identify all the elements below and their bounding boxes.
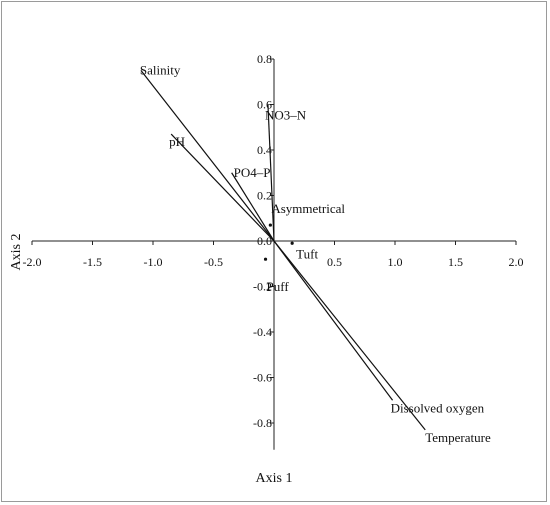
vector-label: pH — [169, 134, 185, 149]
vector-line — [273, 240, 394, 401]
vector-label: Dissolved oxygen — [391, 400, 485, 415]
score-point — [263, 257, 268, 261]
y-tick-label: -0.6 — [253, 371, 272, 385]
x-tick-label: -1.0 — [144, 255, 163, 269]
vector-line — [231, 172, 275, 242]
point-label: Tuft — [296, 246, 318, 261]
x-tick-label: 0.5 — [327, 255, 342, 269]
point-label: Asymmetrical — [271, 201, 345, 216]
y-tick-label: -0.8 — [253, 416, 272, 430]
point-label: Puff — [267, 279, 290, 294]
y-axis-title: Axis 2 — [9, 234, 24, 271]
y-tick-label: 0.4 — [257, 143, 272, 157]
x-tick-label: 1.5 — [448, 255, 463, 269]
y-tick-label: 0.2 — [257, 189, 272, 203]
score-point — [268, 223, 272, 227]
x-tick-label: 2.0 — [509, 255, 524, 269]
x-axis-title: Axis 1 — [256, 471, 293, 486]
y-tick-label: -0.2 — [253, 280, 272, 294]
vector-label: Temperature — [425, 430, 491, 445]
vector-label: NO3–N — [265, 108, 307, 123]
vectors: Salinity pH PO4–P NO3–N Dissolved oxygen Temp… — [140, 62, 491, 444]
x-tick-label: 1.0 — [388, 255, 403, 269]
vector-line — [273, 240, 426, 431]
x-tick-label: -0.5 — [204, 255, 223, 269]
vector-line — [170, 133, 275, 242]
y-tick-label: 0.8 — [257, 52, 272, 66]
score-point — [290, 241, 294, 245]
x-tick-label: -2.0 — [23, 255, 42, 269]
vector-line — [267, 104, 275, 242]
vector-label: PO4–P — [234, 165, 271, 180]
y-tick-label: 0.0 — [257, 234, 272, 248]
points: Asymmetrical Tuft Puff — [263, 201, 345, 294]
y-tick-label: -0.4 — [253, 325, 272, 339]
x-ticks: -2.0 -1.5 -1.0 -0.5 0.5 1.0 1.5 2.0 — [23, 241, 524, 269]
x-tick-label: -1.5 — [83, 255, 102, 269]
vector-label: Salinity — [140, 62, 181, 77]
vector-line — [140, 70, 275, 242]
